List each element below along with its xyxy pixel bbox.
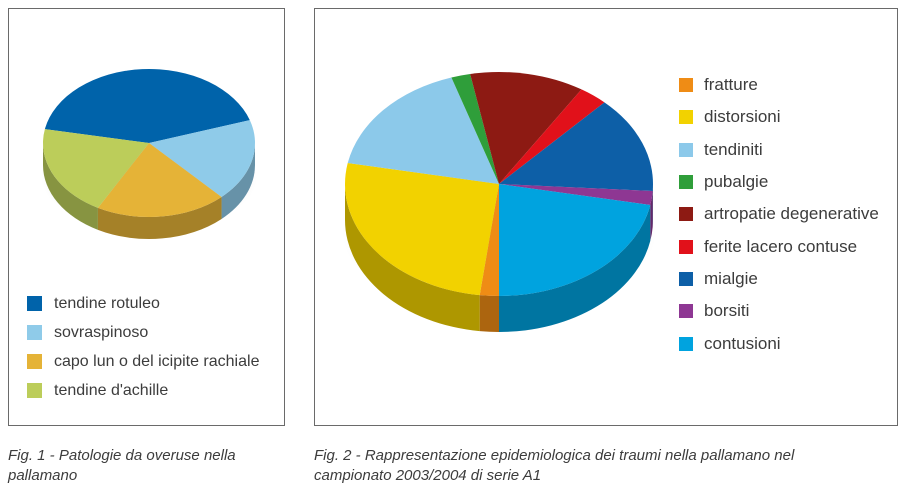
legend-1: tendine rotuleo sovraspinoso capo lun o de… <box>27 289 259 405</box>
legend-item-pubalgie: pubalgie <box>679 166 879 198</box>
legend-swatch <box>679 78 693 93</box>
legend-label: distorsioni <box>704 107 781 127</box>
pie-side-layer <box>43 143 255 240</box>
legend-label: ferite lacero contuse <box>704 236 858 256</box>
legend-swatch <box>27 383 42 398</box>
legend-item-artropatie-degenerative: artropatie degenerative <box>679 198 879 230</box>
pie-slice-capo-lun-o-del-icipite-rachiale <box>97 143 222 217</box>
pie-chart-1 <box>40 69 258 240</box>
legend-label: tendiniti <box>704 139 763 159</box>
pie-top-layer <box>42 69 255 217</box>
legend-swatch <box>679 207 693 222</box>
legend-item-distorsioni: distorsioni <box>679 101 879 133</box>
legend-item-tendine-d-achille: tendine d'achille <box>27 376 259 405</box>
pie-chart-2 <box>341 72 657 332</box>
legend-label: sovraspinoso <box>54 323 149 341</box>
pie-top-layer <box>345 72 653 296</box>
pie-slice-distorsioni <box>345 163 499 296</box>
legend-item-tendine-rotuleo: tendine rotuleo <box>27 289 259 318</box>
pie-side-contusioni <box>499 204 651 332</box>
pie-side-tendine-d-achille <box>43 143 98 230</box>
pie-side-capo-lun-o-del-icipite-rachiale <box>97 196 222 240</box>
legend-swatch <box>679 175 693 190</box>
pie-slice-borsiti <box>499 184 653 205</box>
legend-item-sovraspinoso: sovraspinoso <box>27 318 259 347</box>
legend-item-borsiti: borsiti <box>679 295 879 327</box>
pie-side-distorsioni <box>345 184 480 332</box>
pie-slice-artropatie-degenerative <box>470 72 582 184</box>
legend-label: tendine rotuleo <box>54 294 160 312</box>
legend-item-tendiniti: tendiniti <box>679 134 879 166</box>
pie-slice-tendine-d-achille <box>42 129 149 208</box>
legend-swatch <box>27 325 42 340</box>
pie-slice-tendiniti <box>347 77 499 184</box>
legend-label: borsiti <box>704 301 750 321</box>
legend-swatch <box>679 239 693 254</box>
pie-slice-mialgie <box>499 102 653 192</box>
pie-slice-tendine-rotuleo <box>44 69 250 143</box>
figure-1-caption: Fig. 1 - Patologie da overuse nella pall… <box>8 447 236 484</box>
legend-label: pubalgie <box>704 172 769 192</box>
legend-item-fratture: fratture <box>679 69 879 101</box>
legend-item-mialgie: mialgie <box>679 263 879 295</box>
pie-slice-ferite-lacero-contuse <box>499 89 605 184</box>
legend-item-capo-lun-o-del-icipite-rachiale: capo lun o del icipite rachiale <box>27 347 259 376</box>
pie-side-borsiti <box>650 191 653 241</box>
pie-slice-contusioni <box>499 184 651 296</box>
legend-swatch <box>679 271 693 286</box>
pie-slice-fratture <box>479 184 499 296</box>
legend-label: fratture <box>704 75 758 95</box>
pie-side-fratture <box>479 295 499 332</box>
legend-swatch <box>679 304 693 319</box>
legend-swatch <box>27 354 42 369</box>
legend-item-ferite-lacero-contuse: ferite lacero contuse <box>679 230 879 262</box>
legend-2: fratture distorsioni tendiniti pubalgie artr… <box>679 69 879 360</box>
legend-swatch <box>679 142 693 157</box>
legend-label: tendine d'achille <box>54 381 169 399</box>
legend-item-contusioni: contusioni <box>679 327 879 359</box>
figure-2-panel: fratture distorsioni tendiniti pubalgie artr… <box>314 8 898 426</box>
pie-slice-sovraspinoso <box>149 120 255 197</box>
figure-1-panel: tendine rotuleo sovraspinoso capo lun o de… <box>8 8 285 426</box>
figure-2-caption: Fig. 2 - Rappresentazione epidemiologica… <box>314 447 795 484</box>
legend-swatch <box>27 296 42 311</box>
legend-swatch <box>679 110 693 125</box>
legend-swatch <box>679 336 693 351</box>
legend-label: contusioni <box>704 333 781 353</box>
pie-side-sovraspinoso <box>221 143 255 219</box>
legend-label: capo lun o del icipite rachiale <box>54 352 260 370</box>
pie-slice-pubalgie <box>451 73 499 184</box>
legend-label: artropatie degenerative <box>704 204 879 224</box>
pie-side-layer <box>345 184 653 332</box>
legend-label: mialgie <box>704 268 758 288</box>
